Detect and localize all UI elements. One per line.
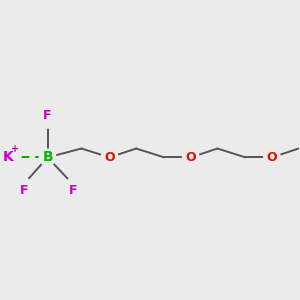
Circle shape bbox=[264, 149, 280, 166]
Text: F: F bbox=[20, 184, 28, 197]
Circle shape bbox=[0, 148, 17, 166]
Text: F: F bbox=[43, 109, 52, 122]
Circle shape bbox=[67, 178, 79, 190]
Text: F: F bbox=[68, 184, 77, 197]
Circle shape bbox=[41, 116, 54, 128]
Text: O: O bbox=[267, 151, 277, 164]
Text: B: B bbox=[42, 150, 53, 164]
Text: K: K bbox=[2, 150, 13, 164]
Circle shape bbox=[18, 178, 30, 190]
Text: O: O bbox=[185, 151, 196, 164]
Text: O: O bbox=[104, 151, 115, 164]
Text: +: + bbox=[11, 144, 19, 154]
Circle shape bbox=[101, 149, 118, 166]
Circle shape bbox=[182, 149, 199, 166]
Circle shape bbox=[39, 149, 56, 166]
